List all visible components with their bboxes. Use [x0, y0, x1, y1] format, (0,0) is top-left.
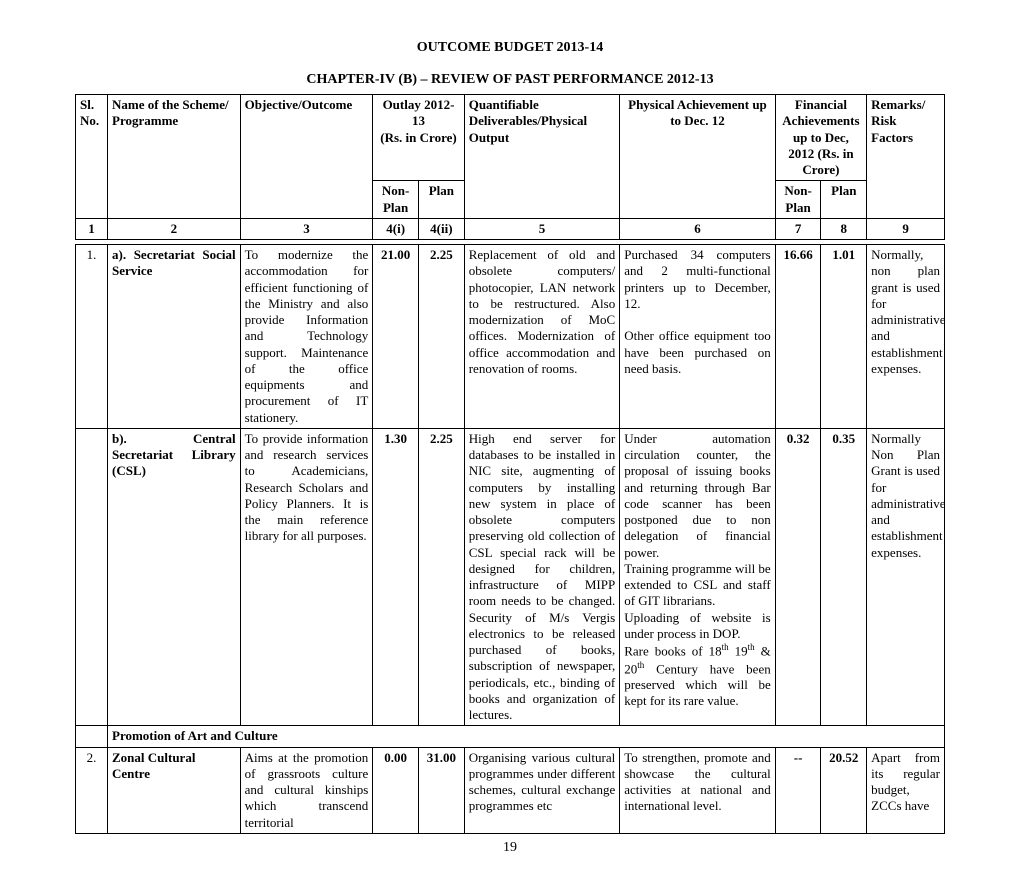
sec-title: Promotion of Art and Culture [108, 726, 945, 747]
hdr-sl: Sl. No. [76, 95, 108, 219]
r2-phys: Under automation circulation counter, th… [620, 428, 776, 726]
header-row-1: Sl. No. Name of the Scheme/ Programme Ob… [76, 95, 945, 181]
r2-fpl: 0.35 [821, 428, 867, 726]
r1-phys: Purchased 34 computers and 2 multi-funct… [620, 245, 776, 429]
r1-plan: 2.25 [419, 245, 465, 429]
r3-np: 0.00 [373, 747, 419, 833]
hdr-deliv: Quantifiable Deliverables/Physical Outpu… [464, 95, 620, 219]
r1-phys-b: Other office equipment too have been pur… [624, 328, 771, 376]
hdr-phys: Physical Achievement up to Dec. 12 [620, 95, 776, 219]
r2-obj: To provide information and research serv… [240, 428, 373, 726]
coln-8: 8 [821, 218, 867, 239]
hdr-outlay: Outlay 2012-13 (Rs. in Crore) [373, 95, 464, 181]
hdr-nonplan-1: Non-Plan [373, 181, 419, 219]
section-row: Promotion of Art and Culture [76, 726, 945, 747]
r3-fnp: -- [775, 747, 821, 833]
r3-phys: To strengthen, promote and showcase the … [620, 747, 776, 833]
table-row: 1. a). Secretariat Social Service To mod… [76, 245, 945, 429]
hdr-fin: Financial Achievements up to Dec, 2012 (… [775, 95, 866, 181]
hdr-name: Name of the Scheme/ Programme [108, 95, 241, 219]
coln-4ii: 4(ii) [419, 218, 465, 239]
coln-7: 7 [775, 218, 821, 239]
r2-sl [76, 428, 108, 726]
hdr-plan-1: Plan [419, 181, 465, 219]
r2-phys-4b: 19 [729, 643, 748, 658]
hdr-outlay-label: Outlay 2012-13 [383, 97, 455, 128]
r2-phys-2: Training programme will be extended to C… [624, 561, 771, 609]
hdr-plan-2: Plan [821, 181, 867, 219]
r3-sl: 2. [76, 747, 108, 833]
hdr-outlay-sub: (Rs. in Crore) [380, 130, 456, 145]
r1-obj: To modernize the accommodation for effic… [240, 245, 373, 429]
sec-sl [76, 726, 108, 747]
r3-rem: Apart from its regular budget, ZCCs have [867, 747, 945, 833]
coln-1: 1 [76, 218, 108, 239]
sup-th-2: th [748, 642, 755, 652]
sup-th-1: th [722, 642, 729, 652]
chapter-title: CHAPTER-IV (B) – REVIEW OF PAST PERFORMA… [75, 72, 945, 88]
r2-fnp: 0.32 [775, 428, 821, 726]
r3-plan: 31.00 [419, 747, 465, 833]
r2-plan: 2.25 [419, 428, 465, 726]
r1-fnp: 16.66 [775, 245, 821, 429]
r2-phys-4d: Century have been preserved which will b… [624, 661, 771, 709]
r1-fpl: 1.01 [821, 245, 867, 429]
colnum-row: 1 2 3 4(i) 4(ii) 5 6 7 8 9 [76, 218, 945, 239]
r3-fpl: 20.52 [821, 747, 867, 833]
r1-sl: 1. [76, 245, 108, 429]
coln-3: 3 [240, 218, 373, 239]
coln-2: 2 [108, 218, 241, 239]
r3-deliv: Organising various cultural programmes u… [464, 747, 620, 833]
r2-np: 1.30 [373, 428, 419, 726]
table-row: 2. Zonal Cultural Centre Aims at the pro… [76, 747, 945, 833]
r2-phys-3: Uploading of website is under process in… [624, 610, 771, 641]
r2-name: b). Central Secretariat Library (CSL) [108, 428, 241, 726]
r2-phys-1: Under automation circulation counter, th… [624, 431, 771, 560]
r1-np: 21.00 [373, 245, 419, 429]
page-title: OUTCOME BUDGET 2013-14 [75, 40, 945, 56]
r2-phys-4a: Rare books of 18 [624, 643, 721, 658]
coln-6: 6 [620, 218, 776, 239]
r1-phys-a: Purchased 34 computers and 2 multi-funct… [624, 247, 771, 311]
r3-name: Zonal Cultural Centre [108, 747, 241, 833]
hdr-nonplan-2: Non-Plan [775, 181, 821, 219]
coln-9: 9 [867, 218, 945, 239]
hdr-rem: Remarks/ Risk Factors [867, 95, 945, 219]
r1-rem: Normally, non plan grant is used for adm… [867, 245, 945, 429]
r1-name: a). Secretariat Social Service [108, 245, 241, 429]
r2-deliv: High end server for databases to be inst… [464, 428, 620, 726]
coln-5: 5 [464, 218, 620, 239]
coln-4i: 4(i) [373, 218, 419, 239]
r3-obj: Aims at the promotion of grassroots cult… [240, 747, 373, 833]
r1-deliv: Replacement of old and obsolete computer… [464, 245, 620, 429]
outcome-table: Sl. No. Name of the Scheme/ Programme Ob… [75, 94, 945, 834]
r2-rem: Normally Non Plan Grant is used for admi… [867, 428, 945, 726]
page-number: 19 [75, 840, 945, 856]
table-row: b). Central Secretariat Library (CSL) To… [76, 428, 945, 726]
hdr-obj: Objective/Outcome [240, 95, 373, 219]
